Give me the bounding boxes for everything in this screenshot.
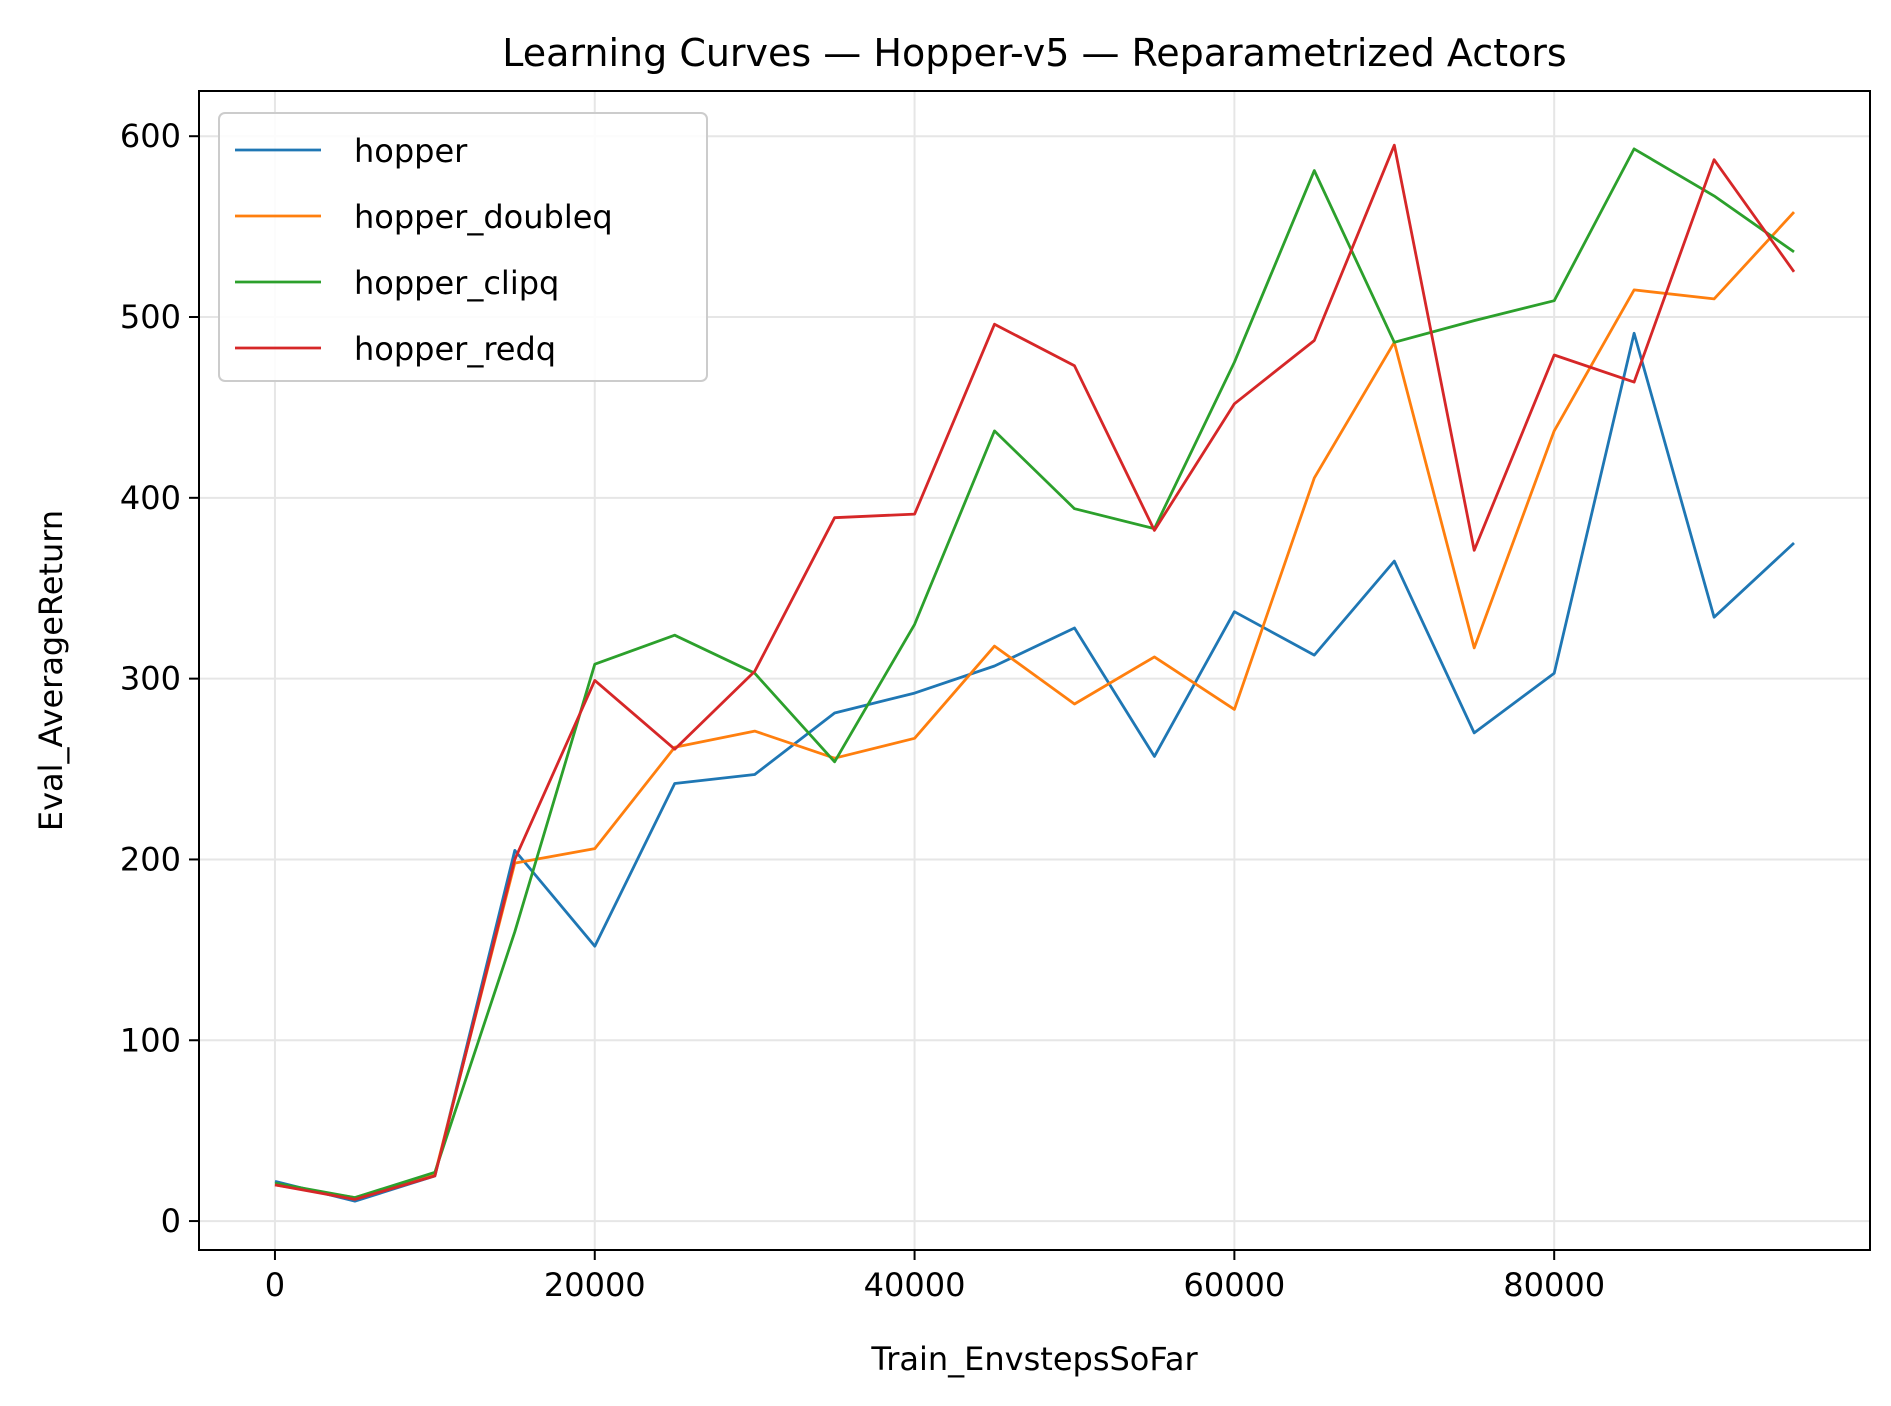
y-tick-label: 500 — [120, 298, 181, 336]
series-lines — [274, 143, 1796, 1203]
y-tick-label: 600 — [120, 117, 181, 155]
y-tick-label: 0 — [161, 1202, 181, 1240]
y-axis: 0 100 200 300 400 500 600 — [120, 117, 199, 1240]
x-axis-label: Train_EnvstepsSoFar — [870, 1340, 1198, 1378]
series-line-hopper_redq — [274, 143, 1796, 1201]
x-tick-label: 40000 — [864, 1266, 966, 1304]
x-axis: 0 20000 40000 60000 80000 — [265, 1250, 1605, 1304]
x-tick-label: 80000 — [1503, 1266, 1605, 1304]
y-tick-label: 200 — [120, 840, 181, 878]
y-axis-label: Eval_AverageReturn — [32, 510, 70, 831]
legend-label-hopper_clipq: hopper_clipq — [354, 264, 559, 302]
legend-label-hopper: hopper — [354, 132, 468, 170]
legend-label-hopper_redq: hopper_redq — [354, 330, 556, 368]
series-line-hopper — [274, 331, 1795, 1203]
x-tick-label: 0 — [265, 1266, 285, 1304]
plot-frame — [198, 90, 1871, 1251]
legend: hopper hopper_doubleq hopper_clipq hopper_r… — [218, 112, 708, 382]
legend-box — [218, 112, 708, 382]
series-line-hopper_clipq — [274, 147, 1795, 1199]
legend-label-hopper_doubleq: hopper_doubleq — [354, 198, 613, 236]
y-tick-label: 100 — [120, 1021, 181, 1059]
series-line-hopper_doubleq — [274, 211, 1796, 1199]
x-tick-label: 60000 — [1183, 1266, 1285, 1304]
chart-title: Learning Curves — Hopper-v5 — Reparametr… — [502, 31, 1566, 75]
y-tick-label: 300 — [120, 660, 181, 698]
grid-lines — [199, 91, 1870, 1250]
x-tick-label: 20000 — [544, 1266, 646, 1304]
y-tick-label: 400 — [120, 479, 181, 517]
